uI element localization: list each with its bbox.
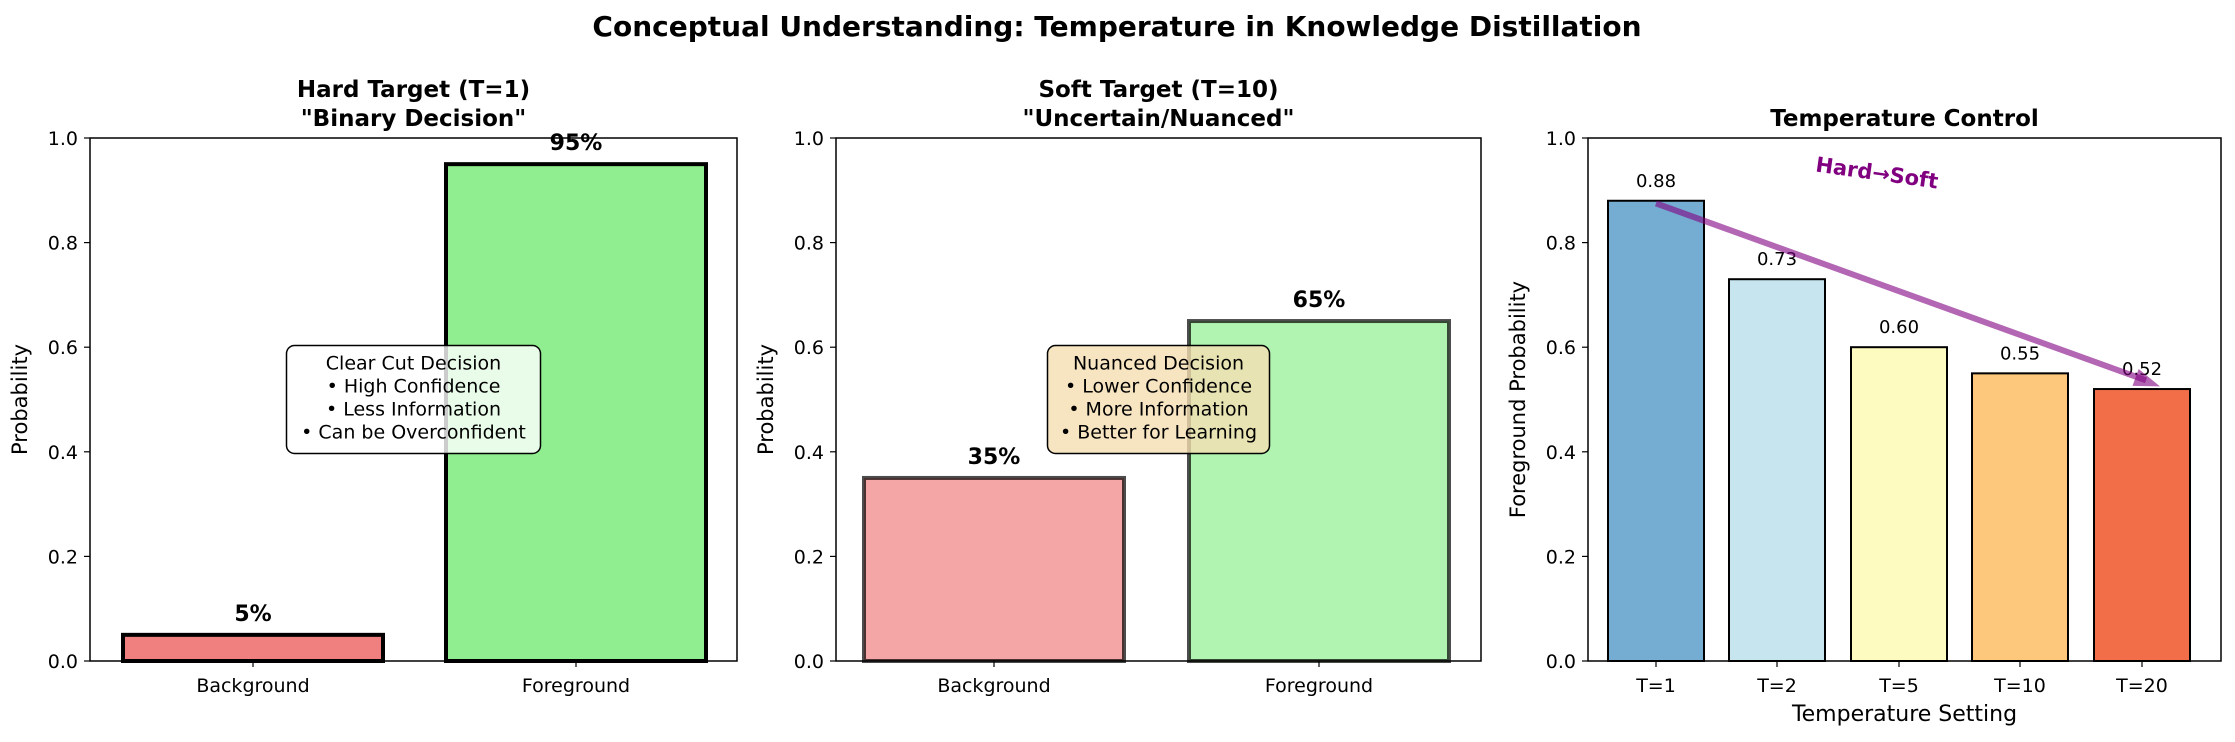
x-tick-label: T=20 [2115, 675, 2168, 697]
bar-t-1 [1607, 199, 1705, 662]
chart-panel-1: Hard Target (T=1) "Binary Decision" 0.0 0.2… [8, 77, 738, 697]
bar-value-label: 0.55 [2000, 343, 2040, 364]
chart-title-line: Temperature Control [1770, 106, 2039, 132]
x-tick-label: Background [937, 675, 1050, 697]
annotation-line: • Can be Overconfident [301, 422, 526, 444]
chart-panel-2: Soft Target (T=10) "Uncertain/Nuanced" 0.0… [754, 77, 1482, 697]
annotation-line: • Less Information [326, 399, 501, 421]
y-tick-label: 0.6 [1546, 337, 1576, 359]
x-tick-label: Foreground [522, 675, 630, 697]
arrow-label: Hard→Soft [1814, 153, 1940, 194]
bar-t-2 [1728, 278, 1826, 662]
y-tick-label: 1.0 [1546, 128, 1576, 150]
x-tick-label: T=2 [1756, 675, 1797, 697]
y-tick-label: 0.4 [48, 442, 78, 464]
bar-t-10 [1971, 372, 2069, 662]
bar-value-label: 0.73 [1757, 249, 1797, 270]
x-tick-label: T=10 [1993, 675, 2046, 697]
x-tick-label: T=1 [1635, 675, 1676, 697]
x-axis-label: Temperature Setting [1791, 702, 2017, 727]
annotation-line: • Lower Confidence [1065, 376, 1252, 398]
annotation-line: • Better for Learning [1060, 422, 1257, 444]
y-tick-label: 0.0 [794, 651, 824, 673]
chart-title-line: Soft Target (T=10) [1038, 77, 1278, 103]
chart-title-line: "Uncertain/Nuanced" [1023, 106, 1295, 132]
axes-frame [835, 137, 1482, 662]
y-tick-label: 0.0 [1546, 651, 1576, 673]
y-axis-label: Foreground Probability [1506, 281, 1530, 518]
annotation-box [1046, 344, 1271, 455]
y-tick-label: 0.8 [48, 233, 78, 255]
chart-panel-3: Temperature Control 0.0 0.2 0.4 0.6 0.8 1.0 For… [1506, 106, 2222, 727]
bar-background [121, 632, 385, 663]
bar-value-label: 95% [550, 131, 603, 156]
annotation-box [285, 344, 542, 455]
y-axis-label: Probability [754, 344, 778, 455]
y-tick-label: 0.4 [794, 442, 824, 464]
y-tick-label: 0.2 [794, 546, 824, 568]
y-tick-label: 0.0 [48, 651, 78, 673]
y-tick-label: 1.0 [48, 128, 78, 150]
bar-value-label: 5% [234, 602, 271, 627]
y-tick-label: 0.8 [1546, 233, 1576, 255]
bar-value-label: 0.88 [1636, 171, 1676, 192]
axes-frame [89, 137, 738, 662]
bar-background [862, 475, 1126, 664]
y-tick-label: 0.6 [48, 337, 78, 359]
y-axis-label: Probability [8, 344, 32, 455]
annotation-line: • More Information [1068, 399, 1248, 421]
y-tick-label: 0.6 [794, 337, 824, 359]
trend-arrow-head [2132, 369, 2160, 387]
bar-value-label: 35% [968, 445, 1021, 470]
y-tick-label: 0.8 [794, 233, 824, 255]
chart-title-line: Hard Target (T=1) [297, 77, 530, 103]
figure-suptitle: Conceptual Understanding: Temperature in… [592, 10, 1641, 43]
y-tick-label: 0.2 [48, 546, 78, 568]
y-tick-label: 0.2 [1546, 546, 1576, 568]
y-tick-label: 1.0 [794, 128, 824, 150]
chart-title-line: "Binary Decision" [301, 106, 527, 132]
trend-arrow [1654, 200, 2148, 384]
axes-frame [1587, 137, 2222, 662]
x-tick-label: Foreground [1265, 675, 1373, 697]
bar-t-20 [2093, 388, 2191, 662]
y-tick-label: 0.4 [1546, 442, 1576, 464]
annotation-line: Clear Cut Decision [326, 353, 501, 375]
bar-value-label: 0.60 [1879, 317, 1919, 338]
annotation-line: • High Confidence [327, 376, 501, 398]
x-tick-label: Background [196, 675, 309, 697]
bar-t-5 [1850, 346, 1948, 662]
annotation-line: Nuanced Decision [1073, 353, 1244, 375]
x-tick-label: T=5 [1878, 675, 1919, 697]
bar-value-label: 65% [1293, 288, 1346, 313]
